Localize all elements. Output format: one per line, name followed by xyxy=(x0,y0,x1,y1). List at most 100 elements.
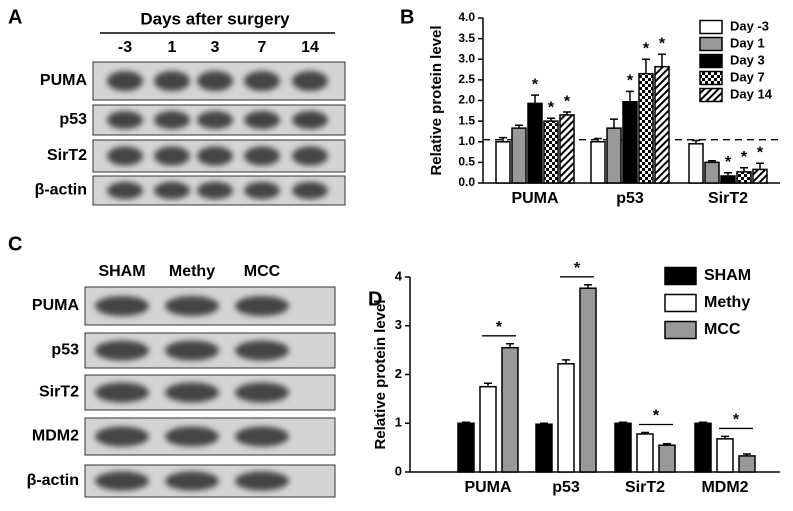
blot-band xyxy=(107,146,143,166)
bar xyxy=(720,175,736,184)
error-bar xyxy=(531,94,539,104)
bar xyxy=(658,444,676,473)
x-tick-label: SirT2 xyxy=(625,479,665,496)
blot-band xyxy=(235,340,289,361)
significance-star: * xyxy=(659,36,666,53)
blot-band xyxy=(197,111,233,129)
error-bar xyxy=(540,422,548,425)
lane-label: MCC xyxy=(244,263,281,280)
error-bar xyxy=(484,382,492,387)
blot-band xyxy=(235,471,289,491)
y-tick-label: 2.5 xyxy=(458,72,475,86)
significance-star: * xyxy=(627,73,634,90)
bar xyxy=(614,422,632,473)
lane-label: SHAM xyxy=(98,263,145,280)
y-tick-label: 0.5 xyxy=(458,155,475,169)
blot-band xyxy=(235,382,289,403)
legend-swatch xyxy=(699,36,723,52)
x-tick-label: PUMA xyxy=(511,190,559,207)
significance-star: * xyxy=(574,260,581,277)
bar xyxy=(535,423,553,473)
legend-label: Methy xyxy=(704,294,750,311)
legend-label: SHAM xyxy=(704,267,751,284)
significance-star: * xyxy=(496,319,503,336)
y-tick-label: 1.0 xyxy=(458,134,475,148)
y-tick-label: 3 xyxy=(395,317,402,332)
legend-swatch xyxy=(664,293,697,313)
y-axis-label: Relative protein level xyxy=(372,299,389,449)
row-label: PUMA xyxy=(32,297,80,314)
bar xyxy=(638,72,654,184)
error-bar xyxy=(619,421,627,424)
significance-star: * xyxy=(757,144,764,161)
bar xyxy=(543,120,559,184)
blot-band xyxy=(154,146,190,166)
row-label: β-actin xyxy=(27,472,79,489)
x-tick-label: p53 xyxy=(616,190,644,207)
error-bar xyxy=(641,431,649,434)
y-tick-label: 0 xyxy=(395,463,402,478)
bar xyxy=(694,422,712,473)
x-tick-label: SirT2 xyxy=(708,190,748,207)
bar xyxy=(501,346,519,473)
error-bar xyxy=(584,284,592,289)
error-bar xyxy=(626,90,634,102)
legend-label: Day -3 xyxy=(730,18,769,33)
blot-band xyxy=(292,71,328,91)
error-bar xyxy=(740,166,748,172)
legend-swatch xyxy=(699,87,723,103)
blot-band xyxy=(165,382,219,403)
blot-band xyxy=(292,111,328,129)
row-label: PUMA xyxy=(40,72,88,89)
lane-label: Methy xyxy=(169,263,215,280)
error-bar xyxy=(642,58,650,74)
significance-star: * xyxy=(548,99,555,116)
significance-star: * xyxy=(725,154,732,171)
error-bar xyxy=(594,137,602,142)
blot-band xyxy=(165,340,219,361)
bar xyxy=(688,143,704,184)
row-label: p53 xyxy=(59,111,87,128)
bar xyxy=(527,102,543,184)
row-label: p53 xyxy=(51,342,79,359)
blot-band xyxy=(197,181,233,200)
blot-band xyxy=(154,71,190,91)
lane-label: 3 xyxy=(211,39,220,56)
legend-label: Day 14 xyxy=(730,86,773,101)
x-tick-label: MDM2 xyxy=(701,479,748,496)
error-bar xyxy=(724,171,732,176)
blot-band xyxy=(197,146,233,166)
blot-band xyxy=(95,471,149,491)
x-tick-label: PUMA xyxy=(464,479,512,496)
blot-band xyxy=(235,296,289,316)
bar xyxy=(495,141,511,184)
y-tick-label: 1.5 xyxy=(458,113,475,127)
blot-band xyxy=(154,111,190,129)
significance-star: * xyxy=(653,408,660,425)
legend-swatch xyxy=(699,53,723,69)
blot-band xyxy=(154,181,190,200)
row-label: MDM2 xyxy=(32,428,79,445)
error-bar xyxy=(506,343,514,348)
panel-letter: B xyxy=(400,6,414,28)
error-bar xyxy=(756,162,764,170)
bar xyxy=(479,385,497,473)
y-axis-label: Relative protein level xyxy=(428,25,445,175)
error-bar xyxy=(663,442,671,446)
bar xyxy=(716,438,734,473)
panel-letter: A xyxy=(8,6,22,28)
row-label: SirT2 xyxy=(47,147,87,164)
error-bar xyxy=(499,136,507,142)
blot-band xyxy=(292,146,328,166)
legend-label: MCC xyxy=(704,321,741,338)
significance-star: * xyxy=(741,149,748,166)
error-bar xyxy=(658,53,666,67)
error-bar xyxy=(721,435,729,439)
legend-swatch xyxy=(699,70,723,86)
y-tick-label: 4.0 xyxy=(458,10,475,24)
bar xyxy=(590,141,606,184)
y-tick-label: 2.0 xyxy=(458,93,475,107)
panel-letter: C xyxy=(8,233,22,255)
bar xyxy=(622,100,638,184)
y-tick-label: 3.5 xyxy=(458,31,475,45)
